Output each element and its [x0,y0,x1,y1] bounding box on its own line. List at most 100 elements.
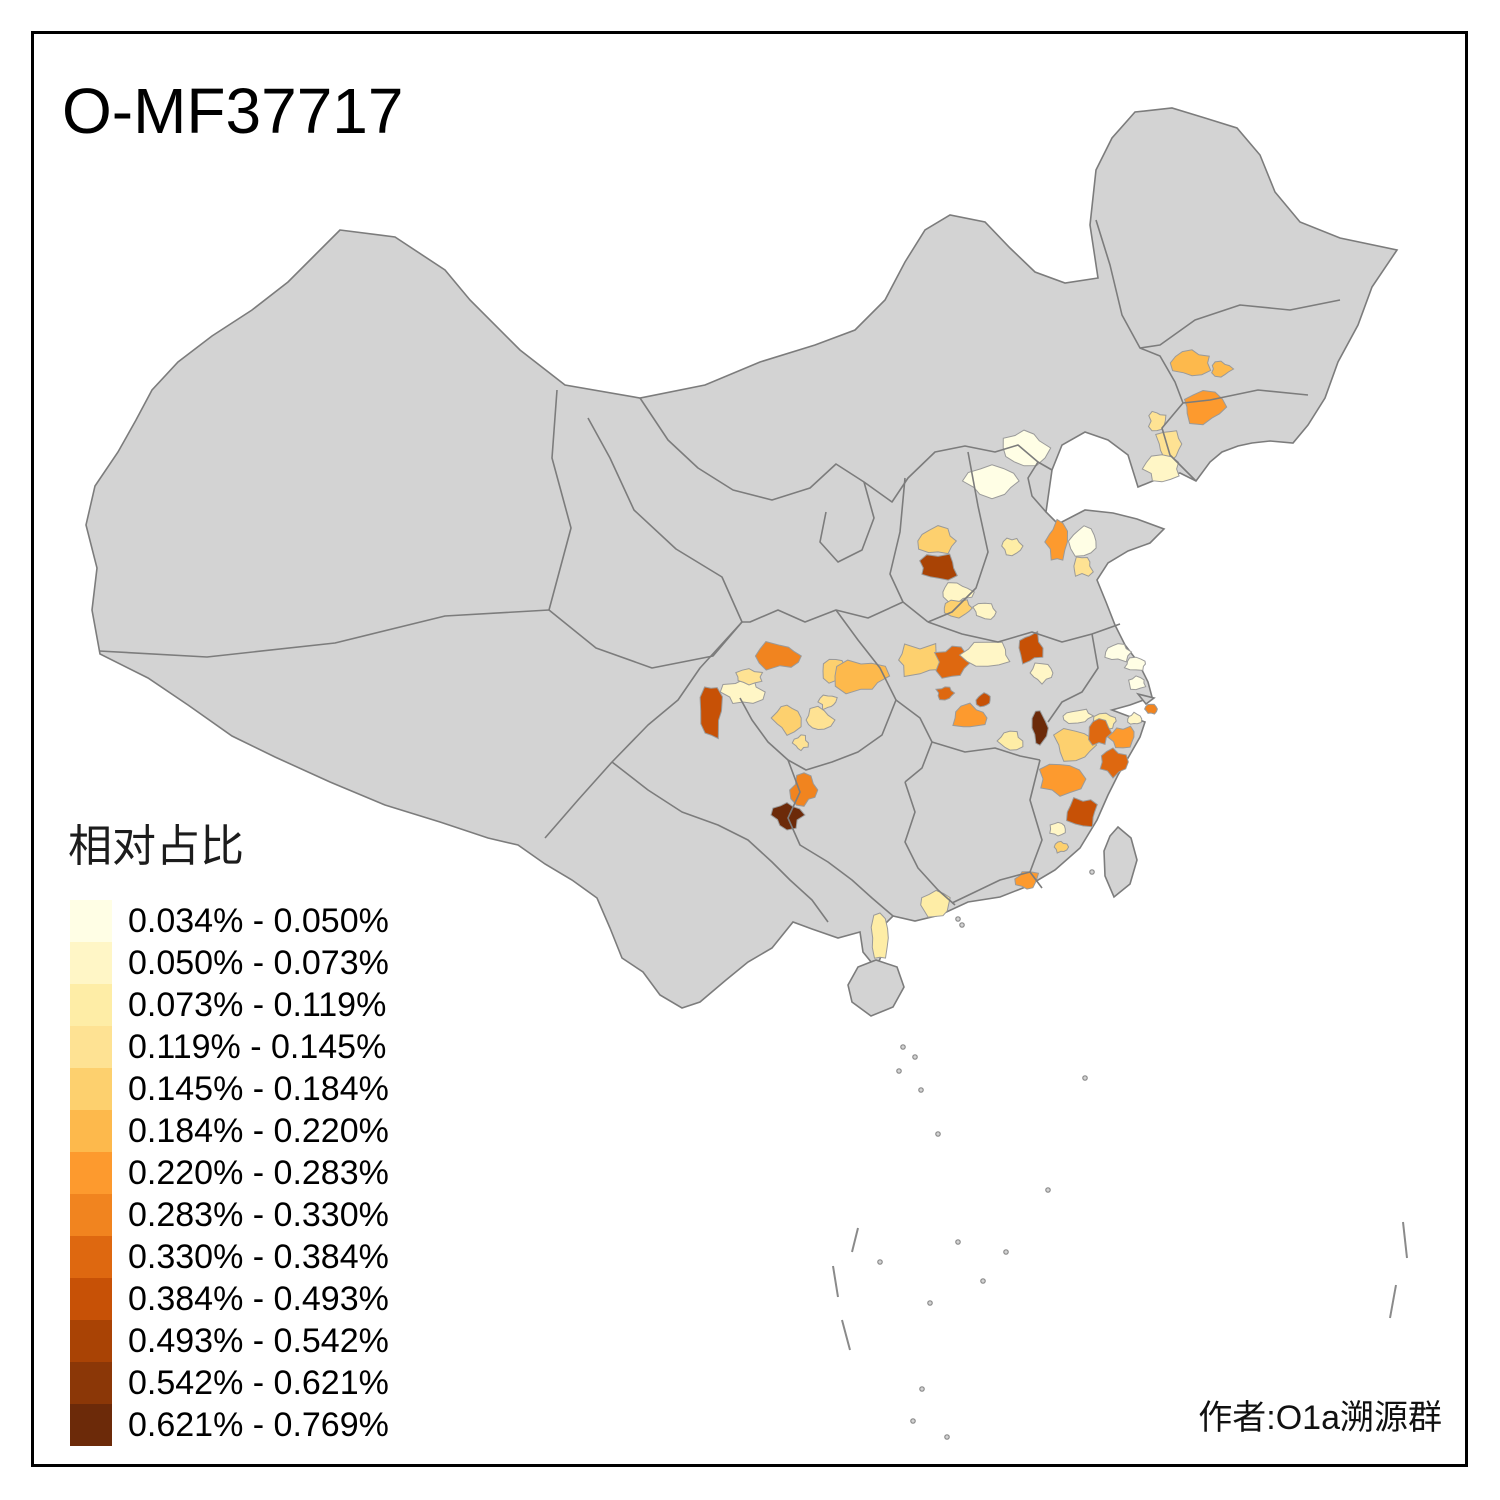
island-dot [927,1300,933,1306]
prefecture-region [1029,662,1054,685]
legend-label: 0.330% - 0.384% [128,1237,389,1276]
legend-row: 0.184% - 0.220% [70,1110,389,1152]
legend-label: 0.145% - 0.184% [128,1069,389,1108]
legend-swatch [70,1278,112,1320]
prefecture-region [942,582,975,604]
island-dot [1089,869,1095,875]
legend-title: 相对占比 [68,822,244,871]
prefecture-region [805,705,836,731]
legend-row: 0.621% - 0.769% [70,1404,389,1446]
legend-label: 0.220% - 0.283% [128,1153,389,1192]
legend-label: 0.034% - 0.050% [128,901,389,940]
island-dot [959,922,965,928]
prefecture-region [1073,556,1094,577]
island-dot [877,1259,883,1265]
prefecture-region [1169,349,1212,377]
legend-swatch [70,1194,112,1236]
island-dot [896,1068,902,1074]
prefecture-region [919,553,958,581]
legend-label: 0.073% - 0.119% [128,985,387,1024]
island-dot [912,1054,918,1060]
prefecture-region [1065,796,1098,828]
chongming-island [1135,692,1156,706]
dash-line-segment [832,1265,839,1298]
dash-line-segment [841,1319,851,1351]
legend-label: 0.050% - 0.073% [128,943,389,982]
prefecture-region [1144,703,1158,715]
prefecture-region [770,704,802,736]
prefecture-region [735,668,764,686]
legend-swatch [70,1236,112,1278]
prefecture-region [754,641,802,671]
prefecture-region [972,602,997,620]
prefecture-region [935,686,956,701]
prefecture-region [1211,360,1235,378]
island-dot [955,916,961,922]
prefecture-region [1001,537,1024,557]
legend: 相对占比 0.034% - 0.050% 0.050% - 0.073% 0.073… [68,810,389,1446]
legend-label: 0.384% - 0.493% [128,1279,389,1318]
prefecture-region [834,659,891,695]
legend-row: 0.542% - 0.621% [70,1362,389,1404]
author-credit: 作者:O1a溯源群 [1198,1399,1442,1437]
prefecture-region [1088,718,1113,746]
prefecture-region [1128,675,1147,691]
island-dot [935,1131,941,1137]
legend-swatch [70,1404,112,1446]
legend-swatch [70,1320,112,1362]
legend-label: 0.542% - 0.621% [128,1363,389,1402]
prefecture-region [1147,410,1167,432]
legend-row: 0.034% - 0.050% [70,900,389,942]
legend-swatch [70,1152,112,1194]
south-sea-dash-line [832,1221,1408,1351]
prefecture-region [1018,630,1044,665]
prefecture-region [699,686,723,740]
legend-swatch [70,942,112,984]
prefecture-region [1099,747,1129,779]
island-dot [955,1239,961,1245]
legend-label: 0.283% - 0.330% [128,1195,389,1234]
island-dot [1045,1187,1051,1193]
island-dot [1003,1249,1009,1255]
legend-rows: 0.034% - 0.050% 0.050% - 0.073% 0.073% - 0… [70,900,389,1446]
dash-line-segment [1402,1221,1408,1259]
island-dot [919,1386,925,1392]
prefecture-region [917,525,958,555]
legend-swatch [70,1110,112,1152]
legend-swatch [70,1068,112,1110]
prefecture-region [1127,711,1143,725]
prefecture-region [1106,725,1135,749]
legend-row: 0.493% - 0.542% [70,1320,389,1362]
prefecture-region [1104,643,1133,663]
prefecture-region [1038,763,1087,797]
prefecture-region [1067,525,1097,557]
legend-row: 0.330% - 0.384% [70,1236,389,1278]
legend-label: 0.621% - 0.769% [128,1405,389,1444]
prefecture-region [897,642,947,678]
legend-row: 0.119% - 0.145% [70,1026,389,1068]
prefecture-region [958,641,1011,667]
hainan-island [847,959,905,1017]
island-dot [1082,1075,1088,1081]
prefecture-region [1031,710,1049,746]
legend-swatch [70,900,112,942]
island-dot [910,1418,916,1424]
legend-row: 0.073% - 0.119% [70,984,389,1026]
prefecture-region [870,912,889,959]
prefecture-region [943,599,974,619]
province-borders [98,219,1341,923]
prefecture-region [1062,708,1095,725]
legend-row: 0.283% - 0.330% [70,1194,389,1236]
legend-swatch [70,984,112,1026]
dash-line-segment [851,1227,859,1253]
prefecture-region [1053,840,1070,854]
small-islands [877,869,1095,1440]
legend-label: 0.184% - 0.220% [128,1111,389,1150]
prefecture-region [975,692,991,708]
prefecture-region [961,464,1020,500]
prefecture-region [817,694,838,711]
taiwan-island [1103,825,1138,899]
legend-row: 0.384% - 0.493% [70,1278,389,1320]
prefecture-region [1044,518,1069,561]
